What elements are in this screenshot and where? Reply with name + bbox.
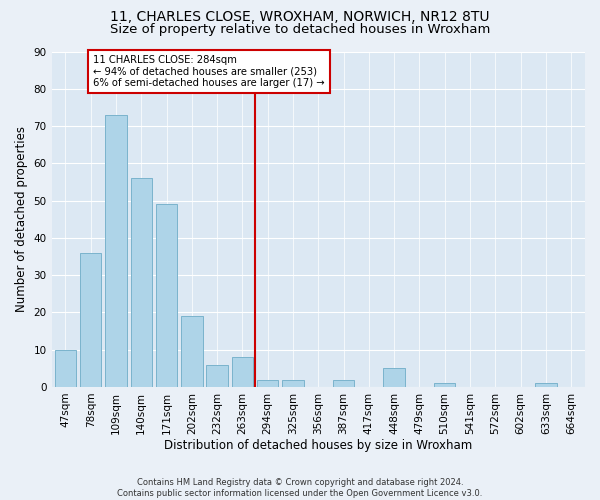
Bar (131, 178, 152, 387)
Bar (333, 380, 354, 387)
Bar (383, 368, 405, 387)
Bar (434, 383, 455, 387)
Text: 11 CHARLES CLOSE: 284sqm
← 94% of detached houses are smaller (253)
6% of semi-d: 11 CHARLES CLOSE: 284sqm ← 94% of detach… (93, 55, 325, 88)
Y-axis label: Number of detached properties: Number of detached properties (15, 126, 28, 312)
Text: Size of property relative to detached houses in Wroxham: Size of property relative to detached ho… (110, 22, 490, 36)
Bar (282, 380, 304, 387)
Bar (105, 115, 127, 387)
Bar (535, 383, 557, 387)
X-axis label: Distribution of detached houses by size in Wroxham: Distribution of detached houses by size … (164, 440, 472, 452)
Bar (206, 364, 228, 387)
Bar (257, 380, 278, 387)
Text: 11, CHARLES CLOSE, WROXHAM, NORWICH, NR12 8TU: 11, CHARLES CLOSE, WROXHAM, NORWICH, NR1… (110, 10, 490, 24)
Bar (80, 253, 101, 387)
Text: Contains HM Land Registry data © Crown copyright and database right 2024.
Contai: Contains HM Land Registry data © Crown c… (118, 478, 482, 498)
Bar (55, 350, 76, 387)
Bar (232, 357, 253, 387)
Bar (181, 316, 203, 387)
Bar (156, 204, 178, 387)
